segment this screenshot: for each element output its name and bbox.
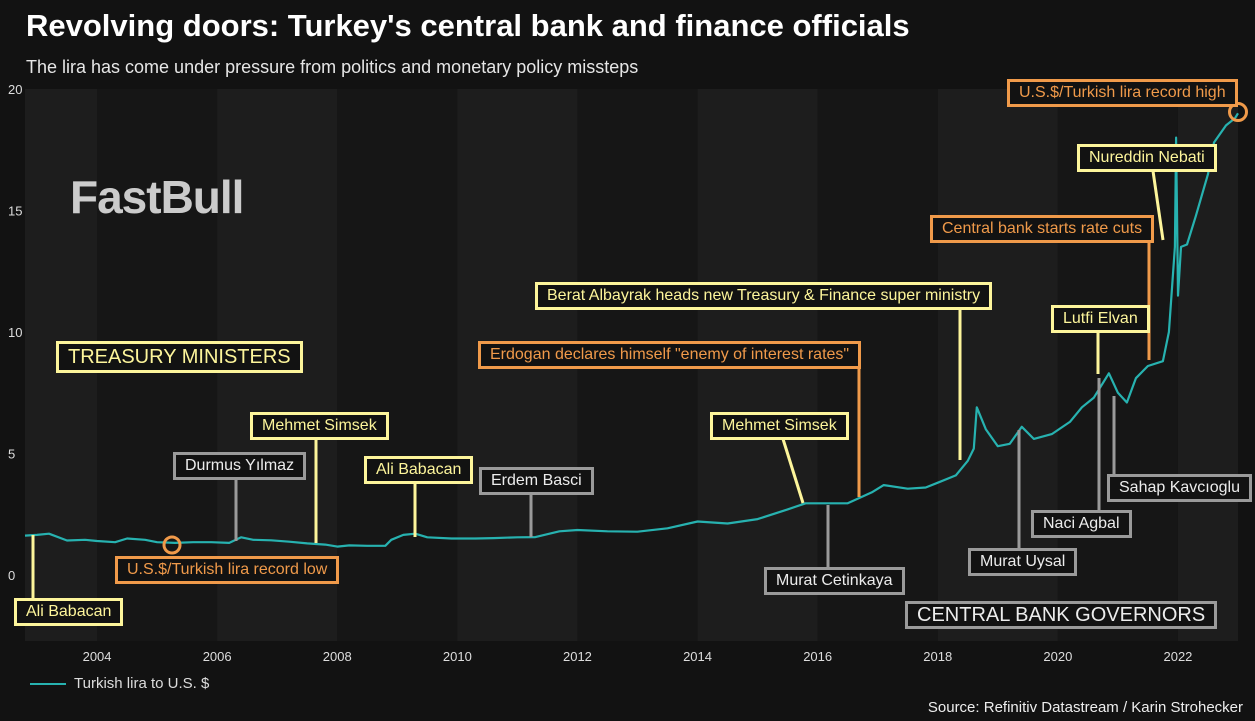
chart-subtitle: The lira has come under pressure from po… — [26, 57, 639, 77]
annotation-murat-uysal: Murat Uysal — [968, 548, 1078, 576]
x-tick-label: 2016 — [803, 649, 832, 664]
watermark-logo: FastBull — [70, 171, 244, 223]
x-tick-label: 2010 — [443, 649, 472, 664]
annotation-lutfi-elvan: Lutfi Elvan — [1051, 305, 1150, 333]
x-tick-label: 2006 — [203, 649, 232, 664]
x-tick-label: 2014 — [683, 649, 712, 664]
central-bank-governors-header: CENTRAL BANK GOVERNORS — [905, 601, 1218, 629]
annotation-rate-cuts: Central bank starts rate cuts — [930, 215, 1155, 243]
source-note: Source: Refinitiv Datastream / Karin Str… — [927, 699, 1243, 716]
annotation-berat-albayrak: Berat Albayrak heads new Treasury & Fina… — [535, 282, 993, 310]
treasury-ministers-header: TREASURY MINISTERS — [56, 341, 303, 373]
y-tick-label: 5 — [8, 447, 15, 462]
legend-label: Turkish lira to U.S. $ — [74, 675, 210, 692]
annotation-murat-cetinkaya: Murat Cetinkaya — [764, 567, 905, 595]
y-tick-label: 0 — [8, 568, 15, 583]
x-tick-label: 2012 — [563, 649, 592, 664]
record-low-marker — [162, 535, 182, 555]
annotation-record-high: U.S.$/Turkish lira record high — [1007, 79, 1238, 107]
y-tick-label: 10 — [8, 325, 22, 340]
x-tick-label: 2020 — [1043, 649, 1072, 664]
series-line-turkish-lira — [24, 112, 1239, 548]
annotation-erdem-basci: Erdem Basci — [479, 467, 594, 495]
annotation-mehmet-simsek-1: Mehmet Simsek — [250, 412, 389, 440]
annotation-nureddin-nebati: Nureddin Nebati — [1077, 144, 1217, 172]
annotation-durmus-yilmaz: Durmus Yılmaz — [173, 452, 307, 480]
background-band — [1057, 89, 1178, 641]
x-tick-label: 2008 — [323, 649, 352, 664]
chart-title: Revolving doors: Turkey's central bank a… — [26, 8, 910, 43]
x-tick-label: 2004 — [83, 649, 112, 664]
annotation-record-low: U.S.$/Turkish lira record low — [115, 556, 340, 584]
annotation-ali-babacan-1: Ali Babacan — [14, 598, 124, 626]
annotation-sahap-kavcioglu: Sahap Kavcıoglu — [1107, 474, 1252, 502]
annotation-erdogan: Erdogan declares himself "enemy of inter… — [478, 341, 862, 369]
leader-nureddin-nebati — [1151, 170, 1165, 241]
annotation-ali-babacan-2: Ali Babacan — [364, 456, 474, 484]
annotation-naci-agbal: Naci Agbal — [1031, 510, 1132, 538]
annotation-mehmet-simsek-2: Mehmet Simsek — [710, 412, 849, 440]
background-band — [1177, 89, 1238, 641]
x-tick-label: 2018 — [923, 649, 952, 664]
legend-swatch — [30, 682, 66, 685]
leader-mehmet-simsek-2 — [781, 438, 805, 504]
x-tick-label: 2022 — [1163, 649, 1192, 664]
legend: Turkish lira to U.S. $ — [30, 675, 209, 692]
record-high-marker — [1228, 102, 1248, 122]
background-band — [337, 89, 458, 641]
y-tick-label: 20 — [8, 82, 22, 97]
y-tick-label: 15 — [8, 204, 22, 219]
